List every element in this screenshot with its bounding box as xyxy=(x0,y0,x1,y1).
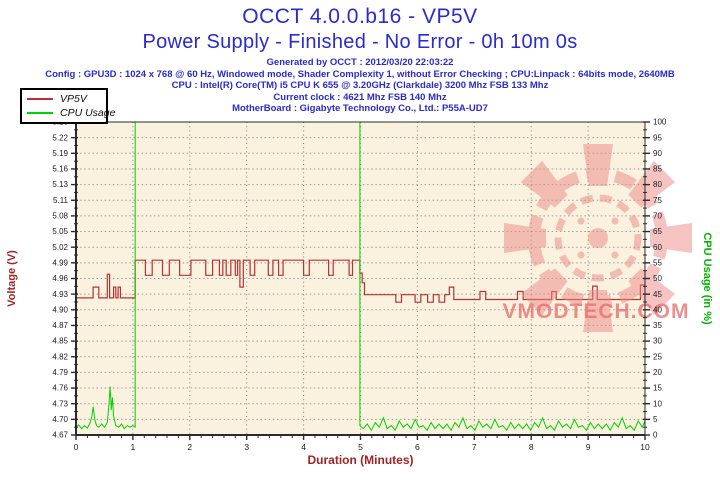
svg-text:90: 90 xyxy=(653,149,662,158)
legend-label-cpu-usage: CPU Usage xyxy=(60,107,116,119)
vp5v-line-swatch xyxy=(27,98,53,100)
svg-text:4.93: 4.93 xyxy=(52,290,68,299)
grid-lines xyxy=(76,122,645,435)
watermark-text: VMODTECH.COM xyxy=(503,300,690,323)
cpu-usage-line-swatch xyxy=(27,112,53,114)
svg-text:4.73: 4.73 xyxy=(52,399,68,408)
svg-text:4.90: 4.90 xyxy=(52,305,68,314)
svg-text:5.08: 5.08 xyxy=(52,212,68,221)
svg-text:3: 3 xyxy=(244,442,249,452)
series-lines xyxy=(75,121,646,432)
svg-text:70: 70 xyxy=(653,212,662,221)
svg-text:60: 60 xyxy=(653,243,662,252)
svg-text:5.13: 5.13 xyxy=(52,180,68,189)
svg-text:65: 65 xyxy=(653,227,662,236)
svg-text:4: 4 xyxy=(301,442,306,452)
svg-text:20: 20 xyxy=(653,368,662,377)
config-line: Config : GPU3D : 1024 x 768 @ 60 Hz, Win… xyxy=(45,68,675,80)
legend-item-cpu-usage: CPU Usage xyxy=(22,106,115,120)
generated-timestamp: Generated by OCCT : 2012/03/20 22:03:22 xyxy=(266,57,454,68)
svg-text:4.85: 4.85 xyxy=(52,337,68,346)
page-title: OCCT 4.0.0.b16 - VP5V xyxy=(242,5,478,28)
svg-text:85: 85 xyxy=(653,165,662,174)
chart-legend: VP5V CPU Usage xyxy=(20,88,115,124)
svg-text:9: 9 xyxy=(586,442,591,452)
svg-text:5.11: 5.11 xyxy=(53,196,69,205)
svg-text:6: 6 xyxy=(415,442,420,452)
svg-text:10: 10 xyxy=(653,399,662,408)
report-info-block: Generated by OCCT : 2012/03/20 22:03:22 … xyxy=(0,57,720,115)
svg-text:80: 80 xyxy=(653,180,662,189)
svg-text:40: 40 xyxy=(653,305,662,314)
svg-text:5.02: 5.02 xyxy=(52,243,68,252)
svg-text:7: 7 xyxy=(472,442,477,452)
current-clock-line: Current clock : 4621 Mhz FSB 140 Mhz xyxy=(273,91,447,103)
svg-text:0: 0 xyxy=(74,442,79,452)
svg-text:2: 2 xyxy=(187,442,192,452)
svg-text:25: 25 xyxy=(653,352,662,361)
svg-text:4.67: 4.67 xyxy=(52,431,68,440)
svg-text:10: 10 xyxy=(640,442,650,452)
legend-item-vp5v: VP5V xyxy=(22,92,106,106)
svg-text:4.99: 4.99 xyxy=(52,258,68,267)
motherboard-line: MotherBoard : Gigabyte Technology Co., L… xyxy=(232,103,488,115)
svg-text:4.87: 4.87 xyxy=(52,321,68,330)
svg-text:50: 50 xyxy=(653,274,662,283)
svg-text:5.16: 5.16 xyxy=(52,165,68,174)
svg-text:5.19: 5.19 xyxy=(52,149,68,158)
svg-text:45: 45 xyxy=(653,290,662,299)
svg-text:5.05: 5.05 xyxy=(52,227,68,236)
cpu-axis-title: CPU Usage (in %) xyxy=(701,232,713,325)
svg-text:0: 0 xyxy=(653,431,658,440)
voltage-axis-title: Voltage (V) xyxy=(6,250,18,307)
svg-text:15: 15 xyxy=(653,384,662,393)
svg-text:75: 75 xyxy=(653,196,662,205)
svg-text:4.82: 4.82 xyxy=(52,352,68,361)
svg-text:30: 30 xyxy=(653,337,662,346)
series-vp5v xyxy=(76,259,645,303)
svg-text:5.22: 5.22 xyxy=(52,133,68,142)
svg-text:4.96: 4.96 xyxy=(52,274,68,283)
svg-text:35: 35 xyxy=(653,321,662,330)
page-subtitle: Power Supply - Finished - No Error - 0h … xyxy=(142,31,578,53)
svg-text:95: 95 xyxy=(653,133,662,142)
svg-text:55: 55 xyxy=(653,258,662,267)
svg-text:5: 5 xyxy=(653,415,658,424)
cpu-line: CPU : Intel(R) Core(TM) i5 CPU K 655 @ 3… xyxy=(171,80,549,92)
series-cpu-usage xyxy=(75,121,646,432)
svg-text:8: 8 xyxy=(529,442,534,452)
vmodtech-watermark-logo xyxy=(504,144,692,332)
svg-text:5: 5 xyxy=(358,442,363,452)
svg-text:1: 1 xyxy=(131,442,136,452)
svg-text:4.76: 4.76 xyxy=(52,384,68,393)
duration-axis-title: Duration (Minutes) xyxy=(308,453,414,467)
svg-text:100: 100 xyxy=(653,118,667,127)
legend-label-vp5v: VP5V xyxy=(60,93,87,105)
svg-text:4.70: 4.70 xyxy=(52,415,68,424)
svg-text:4.79: 4.79 xyxy=(52,368,68,377)
